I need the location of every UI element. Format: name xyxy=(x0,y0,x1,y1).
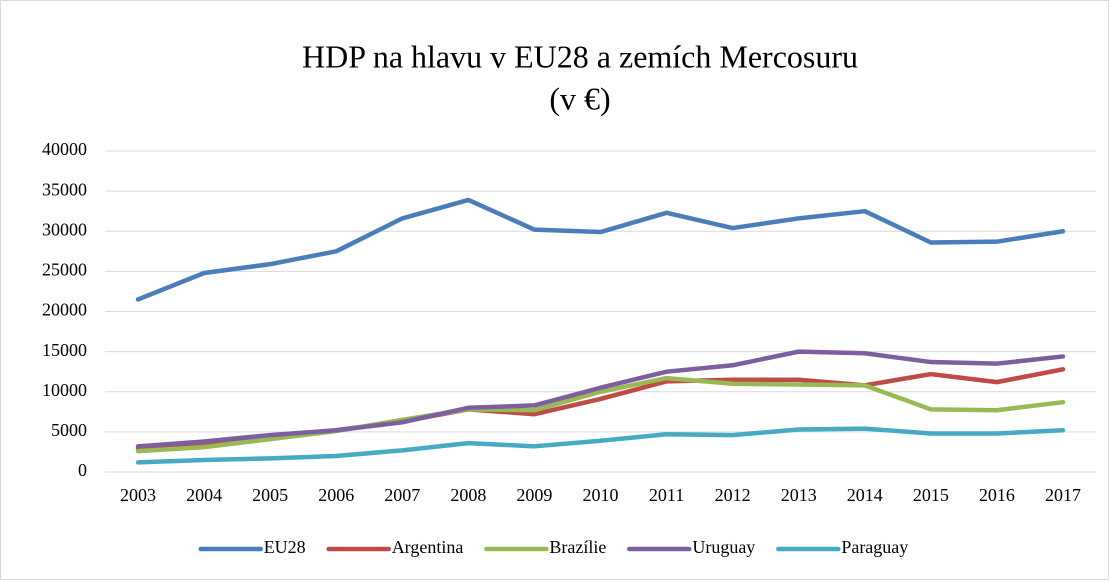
legend-label: Brazílie xyxy=(549,537,606,557)
x-tick-label: 2016 xyxy=(979,485,1015,505)
y-tick-label: 0 xyxy=(78,460,87,480)
x-tick-label: 2017 xyxy=(1045,485,1081,505)
x-tick-label: 2006 xyxy=(318,485,354,505)
series-line xyxy=(135,197,1066,302)
chart-subtitle: (v €) xyxy=(549,80,610,116)
x-tick-label: 2014 xyxy=(847,485,883,505)
y-tick-label: 30000 xyxy=(42,219,87,239)
y-tick-label: 15000 xyxy=(42,340,87,360)
y-tick-label: 35000 xyxy=(42,179,87,199)
series-line xyxy=(135,375,1066,454)
x-tick-label: 2012 xyxy=(715,485,751,505)
x-tick-label: 2005 xyxy=(252,485,288,505)
y-tick-label: 40000 xyxy=(42,139,87,159)
x-tick-label: 2003 xyxy=(120,485,156,505)
chart-title: HDP na hlavu v EU28 a zemích Mercosuru xyxy=(302,38,858,74)
legend-label: Paraguay xyxy=(841,537,908,557)
y-tick-label: 10000 xyxy=(42,380,87,400)
x-tick-label: 2007 xyxy=(384,485,420,505)
x-tick-label: 2011 xyxy=(649,485,684,505)
y-tick-label: 5000 xyxy=(51,420,87,440)
legend-label: Argentina xyxy=(392,537,464,557)
series-line xyxy=(135,349,1066,449)
x-tick-label: 2010 xyxy=(583,485,619,505)
x-tick-label: 2004 xyxy=(186,485,222,505)
x-tick-label: 2013 xyxy=(781,485,817,505)
y-tick-label: 20000 xyxy=(42,300,87,320)
legend-label: Uruguay xyxy=(692,537,755,557)
y-tick-label: 25000 xyxy=(42,260,87,280)
x-tick-label: 2015 xyxy=(913,485,949,505)
x-tick-label: 2009 xyxy=(516,485,552,505)
series-line xyxy=(135,426,1066,465)
x-tick-label: 2008 xyxy=(450,485,486,505)
legend-label: EU28 xyxy=(264,537,306,557)
